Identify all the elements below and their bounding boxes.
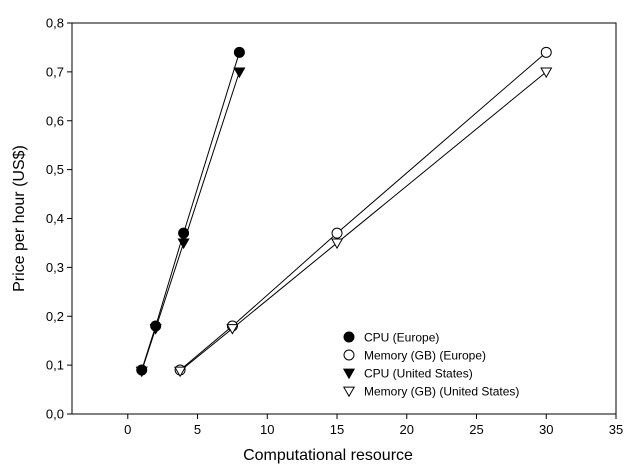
y-tick-label: 0,0 <box>46 407 64 422</box>
legend-item: Memory (GB) (Europe) <box>343 349 486 363</box>
y-tick-label: 0,6 <box>46 113 64 128</box>
x-tick-label: 0 <box>124 422 131 437</box>
legend: CPU (Europe) Memory (GB) (Europe) CPU (Uni… <box>342 331 519 399</box>
data-point <box>226 324 239 335</box>
legend-item: CPU (United States) <box>342 367 473 381</box>
legend-marker <box>343 331 355 343</box>
data-point <box>135 366 148 378</box>
y-tick-label: 0,4 <box>46 211 64 226</box>
series-3 <box>174 67 553 378</box>
series-line <box>141 71 240 372</box>
data-point <box>330 238 344 250</box>
series-line <box>179 51 547 371</box>
x-axis: 0 5 10 15 20 25 30 35 <box>124 414 623 437</box>
data-point <box>540 46 552 58</box>
legend-label: CPU (United States) <box>364 367 473 381</box>
data-point <box>177 238 190 250</box>
data-point <box>149 324 162 335</box>
y-tick-label: 0,2 <box>46 309 64 324</box>
y-tick-label: 0,1 <box>46 358 64 373</box>
y-tick-label: 0,8 <box>46 16 64 31</box>
y-tick-label: 0,3 <box>46 260 64 275</box>
series-line <box>179 71 547 372</box>
x-tick-label: 5 <box>194 422 201 437</box>
x-tick-label: 20 <box>400 422 414 437</box>
x-tick-label: 35 <box>609 422 623 437</box>
series-2 <box>135 67 246 378</box>
series-line <box>141 52 240 371</box>
x-tick-label: 25 <box>469 422 483 437</box>
legend-item: CPU (Europe) <box>343 331 439 345</box>
legend-item: Memory (GB) (United States) <box>342 385 519 399</box>
data-point <box>233 67 246 79</box>
data-point <box>174 366 187 378</box>
x-tick-label: 10 <box>260 422 274 437</box>
y-axis-title: Price per hour (US$) <box>11 145 28 292</box>
legend-marker <box>342 368 356 380</box>
data-point <box>233 46 245 58</box>
x-tick-label: 30 <box>539 422 553 437</box>
legend-label: CPU (Europe) <box>364 331 439 345</box>
y-axis: 0,0 0,1 0,2 0,3 0,4 0,5 0,6 0,7 0,8 <box>46 16 72 422</box>
y-tick-label: 0,7 <box>46 64 64 79</box>
legend-marker <box>343 349 355 361</box>
legend-marker <box>342 386 356 398</box>
x-axis-title: Computational resource <box>243 447 413 464</box>
x-tick-label: 15 <box>330 422 344 437</box>
data-point <box>540 67 553 79</box>
series-layer <box>135 46 553 378</box>
data-point <box>331 227 343 239</box>
y-tick-label: 0,5 <box>46 162 64 177</box>
legend-label: Memory (GB) (Europe) <box>364 349 486 363</box>
legend-label: Memory (GB) (United States) <box>364 385 519 399</box>
